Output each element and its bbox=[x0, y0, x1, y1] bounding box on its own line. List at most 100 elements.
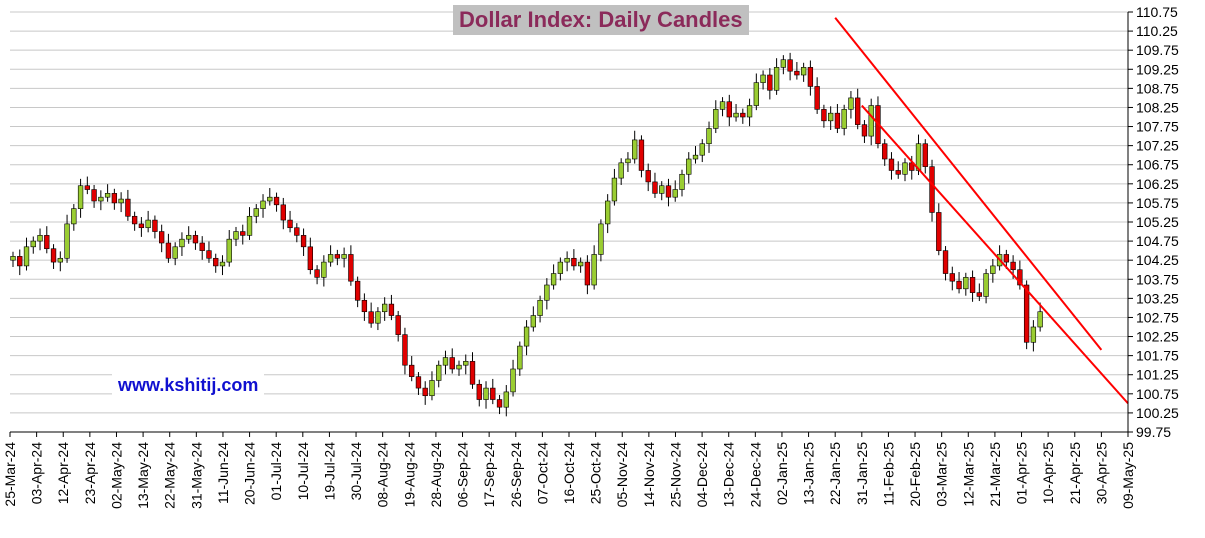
candle-body bbox=[341, 254, 347, 259]
candle-body bbox=[233, 231, 239, 240]
x-tick-label: 04-Dec-24 bbox=[694, 442, 710, 508]
candle-body bbox=[179, 238, 185, 248]
candle-body bbox=[604, 200, 611, 225]
candle-body bbox=[571, 257, 577, 267]
y-tick-label: 106.25 bbox=[1136, 176, 1179, 192]
chart-title: Dollar Index: Daily Candles bbox=[459, 7, 743, 32]
x-tick-label: 30-Apr-25 bbox=[1093, 442, 1109, 504]
candle-body bbox=[91, 189, 97, 202]
x-tick-label: 19-Jul-24 bbox=[321, 442, 337, 501]
x-tick-label: 31-May-24 bbox=[188, 442, 204, 509]
candle-body bbox=[686, 158, 692, 175]
candle-body bbox=[395, 315, 401, 335]
candle-body bbox=[483, 387, 489, 400]
candle-body bbox=[868, 105, 874, 137]
candle-body bbox=[530, 315, 536, 328]
watermark-url: www.kshitij.com bbox=[118, 375, 259, 395]
y-tick-label: 108.75 bbox=[1136, 80, 1179, 96]
candle-body bbox=[206, 250, 212, 259]
candle-body bbox=[550, 273, 557, 286]
trendline bbox=[861, 104, 1129, 405]
candle-body bbox=[942, 250, 949, 274]
candle-body bbox=[104, 193, 111, 198]
candle-body bbox=[368, 311, 374, 324]
candle-body bbox=[490, 387, 496, 400]
candle-body bbox=[381, 303, 388, 313]
y-tick-label: 106.75 bbox=[1136, 157, 1179, 173]
candle-body bbox=[834, 112, 841, 129]
y-tick-label: 104.25 bbox=[1136, 252, 1179, 268]
candle-body bbox=[949, 273, 955, 282]
x-tick-label: 22-Jan-25 bbox=[827, 442, 843, 505]
candle-body bbox=[111, 193, 118, 204]
y-tick-label: 100.25 bbox=[1136, 405, 1179, 421]
candle-body bbox=[57, 257, 63, 263]
x-tick-label: 22-May-24 bbox=[162, 442, 178, 509]
candle-body bbox=[138, 223, 145, 229]
candle-body bbox=[632, 139, 638, 160]
candle-body bbox=[713, 109, 719, 129]
x-tick-label: 21-Mar-25 bbox=[987, 442, 1003, 507]
candle-body bbox=[895, 170, 901, 175]
chart-title-box: Dollar Index: Daily Candles bbox=[453, 5, 749, 35]
candle-body bbox=[307, 246, 313, 271]
candle-body bbox=[888, 158, 895, 171]
candle-body bbox=[733, 112, 739, 118]
candle-body bbox=[760, 74, 766, 83]
x-tick-label: 07-Oct-24 bbox=[534, 442, 550, 504]
candle-body bbox=[956, 280, 962, 290]
candle-body bbox=[645, 170, 651, 183]
y-tick-label: 102.75 bbox=[1136, 309, 1179, 325]
x-tick-label: 20-Feb-25 bbox=[907, 442, 923, 507]
candle-body bbox=[983, 273, 989, 297]
candle-body bbox=[253, 208, 259, 217]
candle-body bbox=[213, 257, 219, 267]
candle-body bbox=[287, 219, 293, 229]
x-tick-label: 12-Apr-24 bbox=[55, 442, 71, 504]
candle-body bbox=[1017, 269, 1023, 286]
y-tick-label: 110.25 bbox=[1136, 23, 1178, 39]
candle-body bbox=[402, 334, 408, 366]
candle-body bbox=[334, 254, 341, 259]
x-tick-label: 31-Jan-25 bbox=[854, 442, 870, 505]
candle-body bbox=[523, 326, 530, 347]
candle-body bbox=[969, 277, 976, 293]
x-tick-label: 26-Sep-24 bbox=[508, 442, 524, 508]
y-tick-label: 107.25 bbox=[1136, 138, 1179, 154]
candle-body bbox=[584, 261, 591, 286]
candle-body bbox=[246, 215, 253, 236]
candle-body bbox=[1023, 284, 1030, 343]
candle-body bbox=[699, 143, 705, 156]
x-tick-label: 10-Apr-25 bbox=[1040, 442, 1056, 504]
candle-body bbox=[963, 277, 969, 290]
candle-body bbox=[787, 59, 793, 72]
candle-body bbox=[77, 185, 84, 209]
trendline-layer bbox=[834, 17, 1129, 405]
candle-body bbox=[131, 215, 138, 225]
x-tick-label: 13-Dec-24 bbox=[721, 442, 737, 508]
y-tick-label: 107.75 bbox=[1136, 119, 1179, 135]
candle-body bbox=[354, 280, 361, 301]
x-tick-label: 03-Mar-25 bbox=[934, 442, 950, 507]
candle-body bbox=[794, 70, 800, 76]
candle-body bbox=[814, 86, 820, 110]
y-tick-label: 103.25 bbox=[1136, 290, 1179, 306]
candle-body bbox=[510, 368, 516, 393]
candle-body bbox=[152, 219, 158, 232]
candle-body bbox=[855, 97, 861, 125]
candle-body bbox=[17, 256, 23, 267]
watermark-box: www.kshitij.com bbox=[112, 373, 265, 398]
y-tick-label: 101.25 bbox=[1136, 367, 1179, 383]
candle-body bbox=[503, 391, 509, 408]
candle-body bbox=[37, 235, 43, 242]
candle-body bbox=[780, 59, 787, 68]
candle-body bbox=[456, 364, 462, 370]
candle-body bbox=[348, 254, 354, 282]
candle-body bbox=[436, 364, 442, 381]
candle-body bbox=[321, 261, 327, 278]
x-tick-label: 28-Aug-24 bbox=[428, 442, 444, 508]
candle-body bbox=[327, 254, 334, 263]
candle-body bbox=[740, 112, 746, 118]
candle-body bbox=[125, 198, 131, 217]
